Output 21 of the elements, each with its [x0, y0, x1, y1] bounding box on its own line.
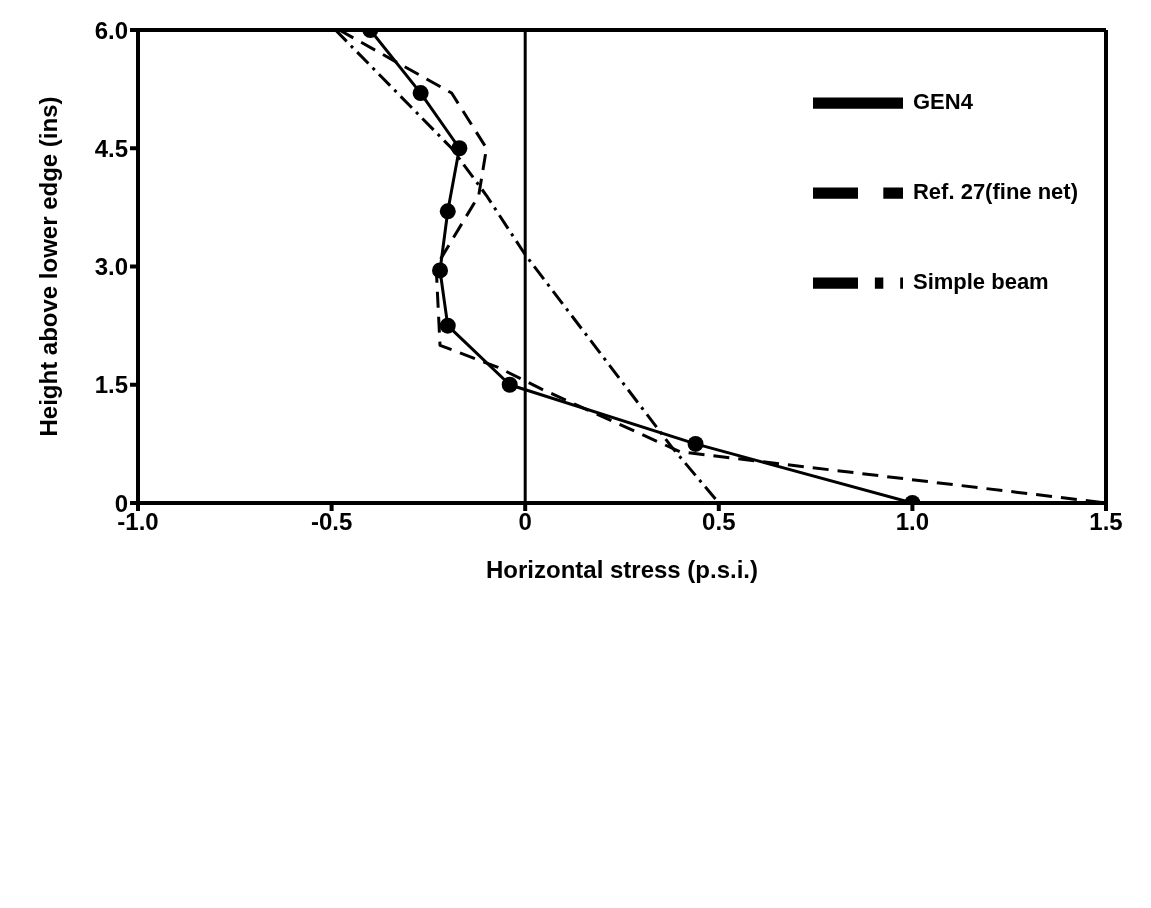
legend-label: Ref. 27(fine net): [912, 178, 1078, 204]
point: [439, 203, 456, 220]
x-tick-label: 0.5: [702, 508, 736, 536]
y-tick-label: 4.5: [94, 134, 128, 162]
point: [432, 262, 449, 279]
x-tick-label: 0: [518, 508, 532, 536]
x-tick-label: 1.5: [1089, 508, 1123, 536]
point: [439, 317, 456, 334]
x-tick-label: -0.5: [310, 508, 353, 536]
point: [451, 140, 468, 157]
y-tick-label: 6.0: [94, 16, 128, 44]
y-tick-label: 3.0: [94, 253, 128, 281]
y-tick-label: 1.5: [94, 371, 128, 399]
legend-label: Simple beam: [912, 268, 1049, 294]
legend-label: GEN4: [912, 88, 973, 114]
point: [501, 376, 518, 393]
x-tick-label: 1.0: [895, 508, 930, 536]
y-axis-title: Height above lower edge (ins): [34, 96, 62, 437]
point: [687, 435, 704, 452]
point: [412, 85, 429, 102]
x-axis-title: Horizontal stress (p.s.i.): [485, 556, 759, 583]
